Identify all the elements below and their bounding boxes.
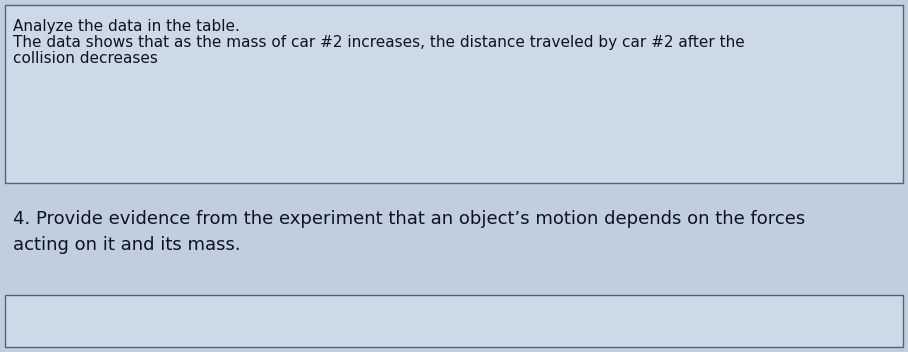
- Text: 4. Provide evidence from the experiment that an object’s motion depends on the f: 4. Provide evidence from the experiment …: [13, 210, 805, 228]
- FancyBboxPatch shape: [5, 5, 903, 183]
- FancyBboxPatch shape: [5, 295, 903, 347]
- Text: acting on it and its mass.: acting on it and its mass.: [13, 236, 241, 254]
- Text: Analyze the data in the table.: Analyze the data in the table.: [13, 19, 240, 34]
- Text: The data shows that as the mass of car #2 increases, the distance traveled by ca: The data shows that as the mass of car #…: [13, 35, 745, 50]
- Text: collision decreases: collision decreases: [13, 51, 158, 66]
